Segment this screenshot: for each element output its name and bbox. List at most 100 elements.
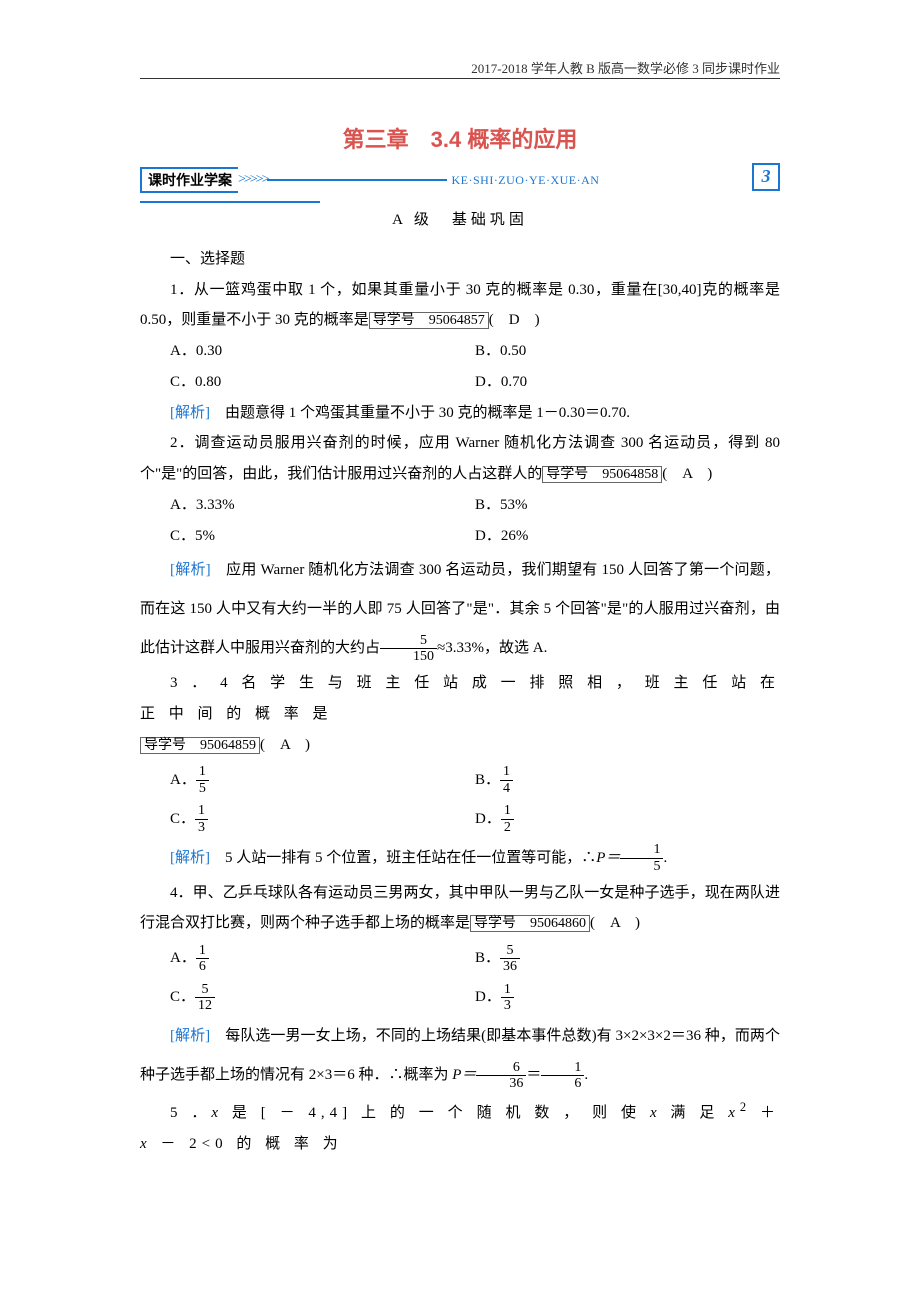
opt-fraction: 15: [196, 764, 209, 796]
opt-prefix: B．: [475, 772, 500, 788]
banner-pinyin: KE·SHI·ZUO·YE·XUE·AN: [447, 173, 603, 188]
math-var-p: P＝: [452, 1067, 476, 1083]
q4-text: 4．甲、乙乒乓球队各有运动员三男两女，其中甲队一男与乙队一女是种子选手，现在两队…: [140, 885, 780, 932]
period: .: [663, 850, 667, 866]
frac-den: 4: [500, 781, 513, 796]
frac-num: 1: [541, 1060, 584, 1076]
q1-opt-d: D．0.70: [475, 367, 780, 398]
frac-num: 5: [380, 633, 437, 649]
opt-fraction: 12: [501, 803, 514, 835]
banner-number: 3: [752, 163, 780, 191]
q4-opt-d: D．13: [475, 978, 780, 1017]
page-content: A 级 基础巩固 一、选择题 1．从一篮鸡蛋中取 1 个，如果其重量小于 30 …: [140, 205, 780, 1160]
q2-opt-d: D．26%: [475, 521, 780, 552]
opt-prefix: C．: [170, 989, 195, 1005]
q2-options-row2: C．5% D．26%: [140, 521, 780, 552]
q3-stem-line2: 导学号 95064859( A ): [140, 730, 780, 761]
q1-analysis: [解析] 由题意得 1 个鸡蛋其重量不小于 30 克的概率是 1－0.30＝0.…: [140, 398, 780, 429]
frac-den: 3: [195, 820, 208, 835]
q3-opt-d: D．12: [475, 800, 780, 839]
q5-text-e: － 2<0 的 概 率 为: [152, 1136, 343, 1152]
q4-opt-c: C．512: [170, 978, 475, 1017]
q1-opt-a: A．0.30: [170, 336, 475, 367]
q5-text-b: 是 [ － 4,4] 上 的 一 个 随 机 数 ， 则 使: [223, 1105, 650, 1121]
page-header: 2017-2018 学年人教 B 版高一数学必修 3 同步课时作业: [471, 58, 780, 77]
q3-opt-c: C．13: [170, 800, 475, 839]
frac-num: 5: [195, 982, 215, 998]
math-var-x: x: [140, 1136, 152, 1152]
q2-opt-b: B．53%: [475, 490, 780, 521]
frac-den: 3: [501, 998, 514, 1013]
math-var-x: x: [728, 1105, 740, 1121]
q1-answer: ( D ): [489, 312, 540, 328]
frac-num: 5: [500, 943, 520, 959]
math-var-p: P＝: [596, 850, 620, 866]
q3-opt-b: B．14: [475, 761, 780, 800]
q3-options-row2: C．13 D．12: [140, 800, 780, 839]
chapter-title: 第三章 3.4 概率的应用: [0, 122, 920, 154]
math-sup: 2: [740, 1100, 751, 1114]
q2-opt-a: A．3.33%: [170, 490, 475, 521]
frac-num: 1: [196, 764, 209, 780]
opt-fraction: 13: [501, 982, 514, 1014]
banner-chevrons-icon: >>>>>: [238, 172, 267, 188]
analysis-label: [解析]: [170, 1028, 210, 1044]
level-label: A 级 基础巩固: [140, 205, 780, 236]
analysis-label: [解析]: [170, 850, 210, 866]
frac-num: 1: [620, 842, 663, 858]
q4-p1-fraction: 636: [476, 1060, 526, 1092]
q2-stem: 2．调查运动员服用兴奋剂的时候，应用 Warner 随机化方法调查 300 名运…: [140, 428, 780, 490]
banner-line-right: [140, 201, 320, 203]
q2-answer: ( A ): [662, 466, 712, 482]
q2-analysis-b: ≈3.33%，故选 A.: [437, 640, 547, 656]
q3-analysis: [解析] 5 人站一排有 5 个位置，班主任站在任一位置等可能，∴P＝15.: [140, 839, 780, 878]
frac-den: 5: [620, 859, 663, 874]
opt-prefix: B．: [475, 950, 500, 966]
opt-prefix: A．: [170, 772, 196, 788]
q1-analysis-text: 由题意得 1 个鸡蛋其重量不小于 30 克的概率是 1－0.30＝0.70.: [225, 405, 630, 421]
opt-fraction: 512: [195, 982, 215, 1014]
q4-analysis: [解析] 每队选一男一女上场，不同的上场结果(即基本事件总数)有 3×2×3×2…: [140, 1017, 780, 1095]
q3-answer: ( A ): [260, 737, 310, 753]
opt-prefix: C．: [170, 811, 195, 827]
q3-daoxue: 导学号 95064859: [140, 737, 260, 754]
frac-den: 2: [501, 820, 514, 835]
q3-analysis-a: 5 人站一排有 5 个位置，班主任站在任一位置等可能，∴: [225, 850, 596, 866]
period: .: [584, 1067, 588, 1083]
q1-options-row2: C．0.80 D．0.70: [140, 367, 780, 398]
q2-opt-c: C．5%: [170, 521, 475, 552]
frac-num: 1: [501, 803, 514, 819]
q3-opt-a: A．15: [170, 761, 475, 800]
q2-fraction: 5150: [380, 633, 437, 665]
q3-p-fraction: 15: [620, 842, 663, 874]
q1-daoxue: 导学号 95064857: [369, 312, 489, 329]
opt-prefix: D．: [475, 811, 501, 827]
opt-prefix: A．: [170, 950, 196, 966]
frac-num: 1: [196, 943, 209, 959]
frac-den: 12: [195, 998, 215, 1013]
q4-opt-a: A．16: [170, 939, 475, 978]
opt-fraction: 14: [500, 764, 513, 796]
q5-text-a: 5 ．: [170, 1105, 211, 1121]
q4-p2-fraction: 16: [541, 1060, 584, 1092]
frac-den: 36: [476, 1076, 526, 1091]
frac-num: 6: [476, 1060, 526, 1076]
frac-den: 6: [541, 1076, 584, 1091]
q2-analysis: [解析] 应用 Warner 随机化方法调查 300 名运动员，我们期望有 15…: [140, 551, 780, 668]
analysis-label: [解析]: [170, 405, 210, 421]
analysis-label: [解析]: [170, 562, 211, 578]
q2-daoxue: 导学号 95064858: [542, 466, 662, 483]
q4-daoxue: 导学号 95064860: [470, 915, 590, 932]
q1-opt-c: C．0.80: [170, 367, 475, 398]
opt-prefix: D．: [475, 989, 501, 1005]
q2-options-row1: A．3.33% B．53%: [140, 490, 780, 521]
q3-options-row1: A．15 B．14: [140, 761, 780, 800]
q4-stem: 4．甲、乙乒乓球队各有运动员三男两女，其中甲队一男与乙队一女是种子选手，现在两队…: [140, 878, 780, 940]
opt-fraction: 13: [195, 803, 208, 835]
subsection-heading: 一、选择题: [140, 244, 780, 275]
frac-num: 1: [501, 982, 514, 998]
q4-options-row1: A．16 B．536: [140, 939, 780, 978]
q4-opt-b: B．536: [475, 939, 780, 978]
math-var-x: x: [211, 1105, 223, 1121]
banner-label: 课时作业学案: [140, 167, 238, 193]
